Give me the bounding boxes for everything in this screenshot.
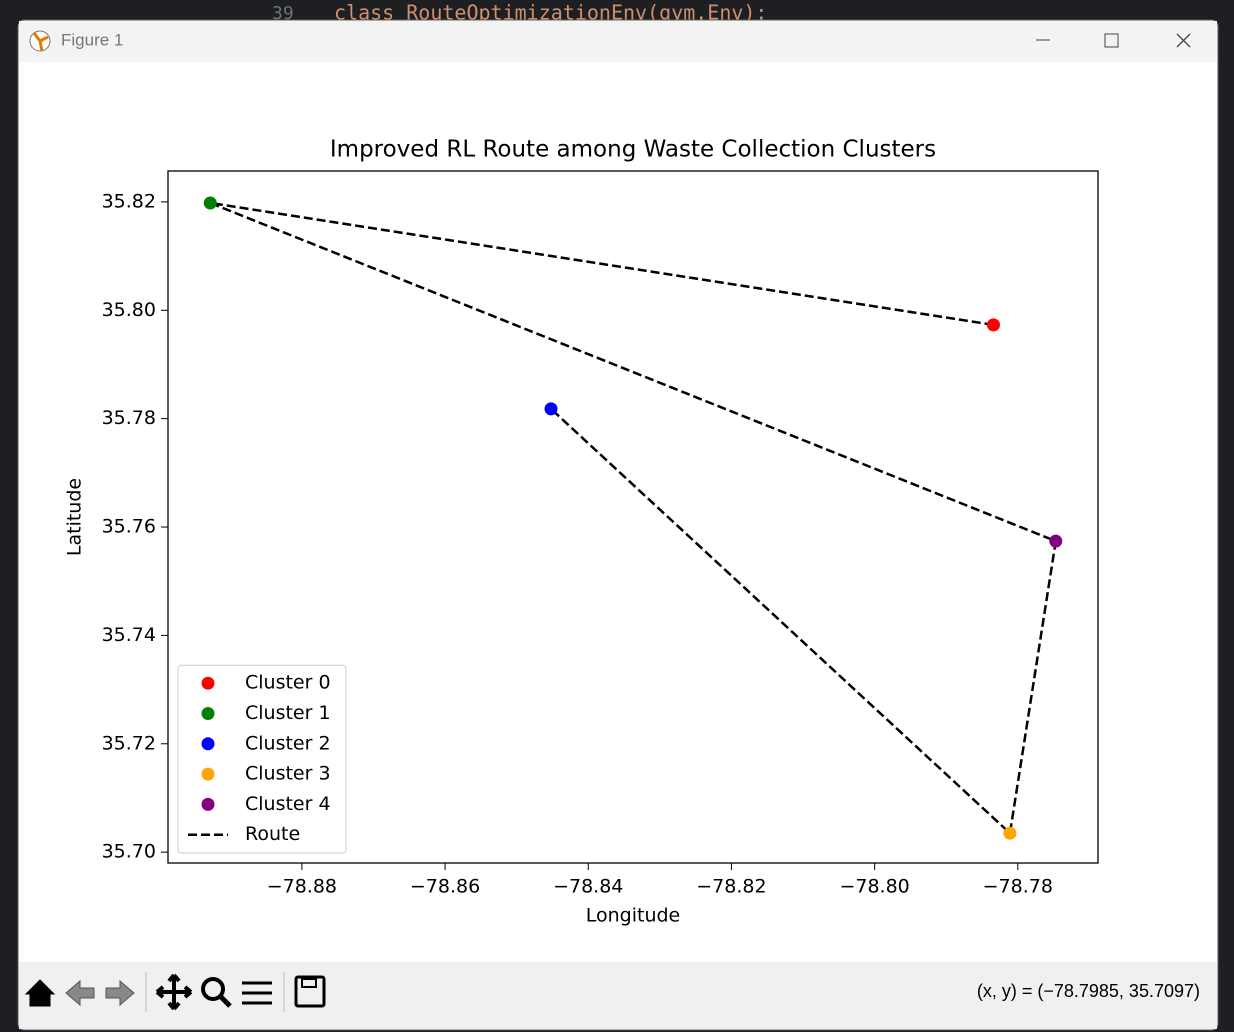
- x-tick-label: −78.82: [696, 876, 766, 898]
- legend-label: Cluster 4: [245, 793, 331, 815]
- legend-marker: [201, 737, 215, 751]
- cluster-point: [986, 318, 1000, 332]
- legend-label: Route: [245, 823, 300, 845]
- status-text: (x, y) = (−78.7985, 35.7097): [977, 981, 1200, 1001]
- y-tick-label: 35.74: [102, 624, 156, 646]
- legend-marker: [201, 797, 215, 811]
- cluster-point: [544, 402, 558, 416]
- window-title: Figure 1: [61, 30, 123, 49]
- legend-marker: [201, 707, 215, 720]
- legend-marker: [201, 767, 215, 781]
- x-tick-label: −78.86: [410, 876, 480, 898]
- save-button[interactable]: [294, 975, 326, 1008]
- x-tick-label: −78.84: [553, 876, 623, 898]
- y-axis-label: Latitude: [64, 478, 86, 556]
- home-button[interactable]: [24, 979, 56, 1007]
- legend-label: Cluster 3: [245, 763, 331, 785]
- cluster-point: [1003, 826, 1017, 840]
- zoom-button[interactable]: [201, 977, 232, 1008]
- x-tick-label: −78.78: [983, 876, 1053, 898]
- legend: [177, 664, 347, 854]
- legend-label: Cluster 2: [245, 732, 331, 754]
- legend-label: Cluster 0: [245, 672, 331, 694]
- x-tick-label: −78.88: [267, 876, 337, 898]
- maximize-button[interactable]: [1104, 33, 1119, 48]
- back-button[interactable]: [65, 979, 95, 1007]
- forward-button[interactable]: [105, 979, 135, 1007]
- close-button[interactable]: [1176, 33, 1191, 48]
- y-tick-label: 35.70: [102, 841, 156, 863]
- legend-label: Cluster 1: [245, 702, 331, 724]
- pan-button[interactable]: [155, 973, 193, 1011]
- x-tick-label: −78.80: [839, 876, 909, 898]
- x-axis-label: Longitude: [586, 905, 681, 927]
- y-tick-label: 35.80: [102, 299, 156, 321]
- configure-button[interactable]: [242, 981, 272, 1005]
- y-tick-label: 35.76: [102, 516, 156, 538]
- cluster-point: [1049, 534, 1063, 548]
- chart-title: Improved RL Route among Waste Collection…: [330, 137, 936, 163]
- app-icon: [29, 30, 51, 52]
- y-tick-label: 35.72: [102, 732, 156, 754]
- y-tick-label: 35.82: [102, 190, 156, 212]
- line-number: 39: [272, 3, 294, 24]
- y-tick-label: 35.78: [102, 407, 156, 429]
- cluster-point: [203, 196, 217, 210]
- legend-marker: [201, 676, 215, 690]
- title-bar: [19, 21, 1217, 62]
